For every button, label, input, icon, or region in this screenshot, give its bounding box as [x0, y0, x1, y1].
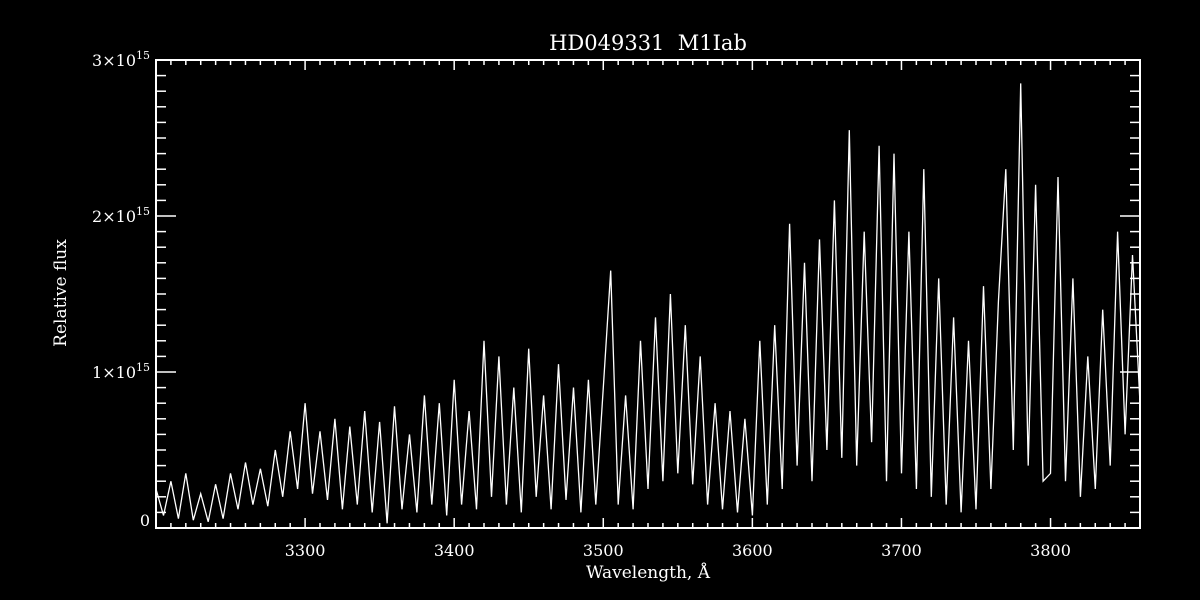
chart-title: HD049331 M1Iab [549, 31, 747, 55]
x-tick-label: 3500 [583, 541, 624, 560]
y-tick-label: 2×1015 [92, 205, 150, 226]
x-tick-label: 3800 [1030, 541, 1071, 560]
x-tick-label: 3400 [434, 541, 475, 560]
x-tick-label: 3600 [732, 541, 773, 560]
y-tick-mantissa: 1×10 [92, 363, 136, 382]
spectrum-line [155, 83, 1141, 524]
x-axis-label: Wavelength, Å [586, 562, 711, 583]
y-tick-label: 0 [140, 511, 150, 530]
y-tick-label: 3×1015 [92, 49, 150, 70]
y-tick-exponent: 15 [136, 49, 150, 62]
tick-labels: 3300 3400 3500 3600 3700 380001×10152×10153×1… [92, 49, 1071, 560]
y-tick-label: 1×1015 [92, 361, 150, 382]
plot-frame [155, 59, 1141, 529]
y-axis-label: Relative flux [51, 239, 71, 347]
y-tick-exponent: 15 [136, 205, 150, 218]
y-tick-exponent: 15 [136, 361, 150, 374]
y-tick-mantissa: 2×10 [92, 207, 136, 226]
x-tick-label: 3700 [881, 541, 922, 560]
y-tick-mantissa: 0 [140, 511, 150, 530]
y-tick-mantissa: 3×10 [92, 51, 136, 70]
x-tick-label: 3300 [285, 541, 326, 560]
